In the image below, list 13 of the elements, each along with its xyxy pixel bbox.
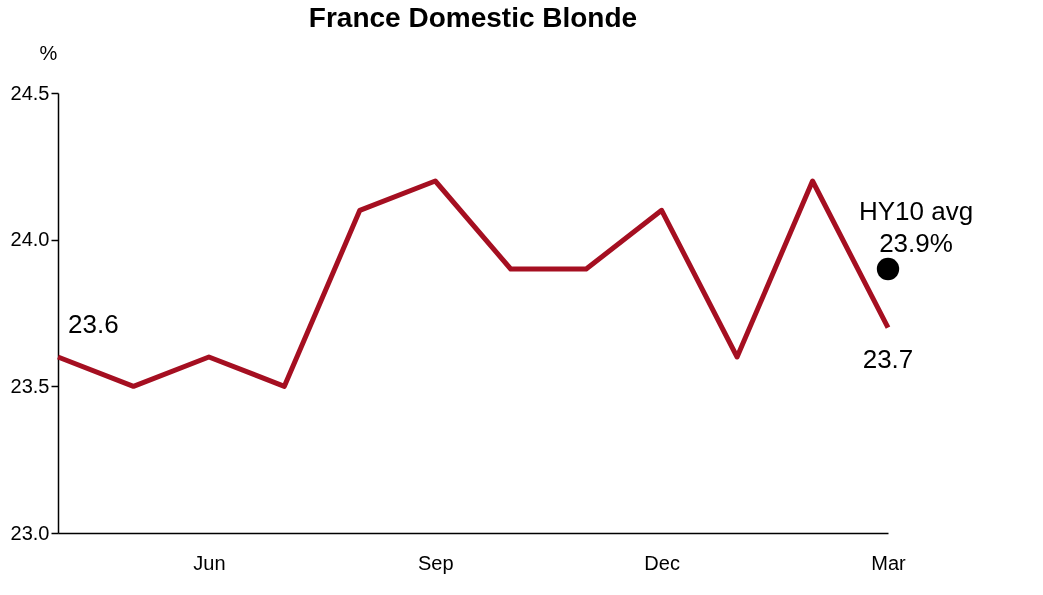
x-tick-label: Sep [417,551,454,574]
chart-title: France Domestic Blonde [308,2,638,33]
annotation: HY10 avg 23.9% [858,196,974,258]
y-tick-label: 23.0 [10,521,50,544]
y-tick-label: 23.5 [10,374,50,397]
x-tick-label: Jun [193,551,226,574]
x-tick-label: Mar [871,551,907,574]
y-tick-label: 24.0 [10,228,50,251]
x-tick-label: Dec [644,551,680,574]
data-label: 23.6 [68,309,119,339]
y-axis-title: % [39,41,58,64]
y-tick-label: 24.5 [10,81,50,104]
data-label: 23.7 [862,343,914,374]
